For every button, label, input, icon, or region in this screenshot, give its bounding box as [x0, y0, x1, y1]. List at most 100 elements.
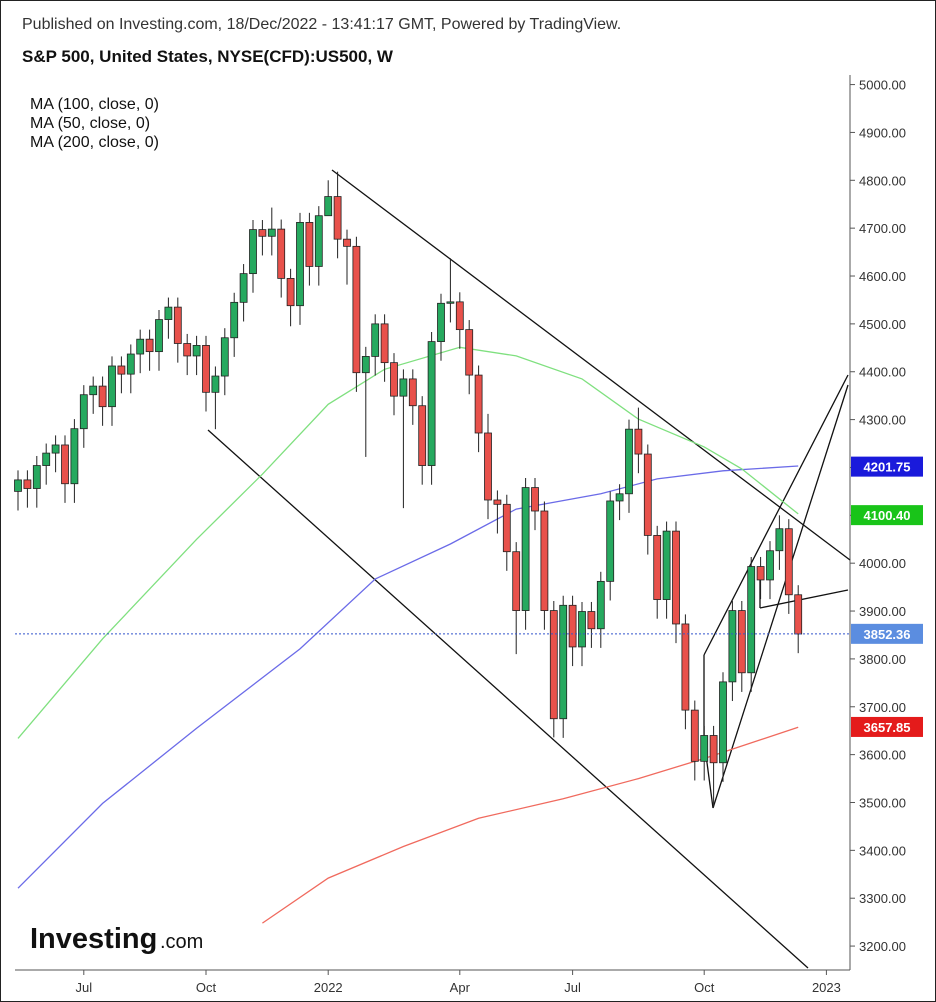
candle-body: [643, 453, 652, 536]
candle-body: [437, 302, 445, 342]
candle-body: [737, 610, 746, 674]
y-tick-label: 4400.00: [859, 365, 906, 380]
candle-body: [14, 479, 22, 492]
legend-label: MA (200, close, 0): [30, 134, 159, 151]
candle-body: [615, 493, 624, 502]
candle-body: [164, 306, 173, 320]
candle-body: [390, 362, 398, 397]
trend-line: [331, 169, 851, 561]
y-tick-label: 3800.00: [859, 652, 906, 667]
candle-body: [79, 394, 88, 430]
candle-body: [474, 374, 483, 434]
candle-body: [756, 566, 765, 581]
candle-body: [587, 611, 596, 630]
candle-body: [42, 452, 51, 466]
candle-body: [249, 229, 257, 275]
candle-body: [549, 610, 558, 720]
candle-body: [108, 365, 116, 408]
candle-body: [578, 611, 586, 648]
trend-line: [759, 589, 849, 609]
candle-body: [634, 428, 643, 455]
candle-body: [296, 222, 304, 307]
x-tick-label: Apr: [450, 980, 471, 995]
price-label: 3657.85: [864, 720, 911, 735]
y-tick-label: 3300.00: [859, 891, 906, 906]
candle-body: [709, 735, 718, 764]
candle-body: [493, 499, 502, 505]
y-tick-label: 5000.00: [859, 78, 906, 93]
candle-body: [606, 500, 615, 582]
candle-body: [747, 566, 756, 674]
candle-body: [155, 319, 163, 353]
candle-body: [70, 428, 79, 485]
candle-body: [145, 338, 154, 353]
candle-body: [136, 338, 145, 355]
price-label-box: [851, 716, 923, 737]
candle-body: [324, 196, 333, 217]
candle-body: [719, 681, 727, 764]
y-tick-label: 3200.00: [859, 939, 906, 954]
y-tick-label: 4700.00: [859, 221, 906, 236]
y-tick-label: 4800.00: [859, 173, 906, 188]
candle-body: [371, 323, 380, 357]
candle-body: [662, 530, 671, 600]
y-tick-label: 4500.00: [859, 317, 906, 332]
candle-body: [117, 365, 126, 375]
ma-line: [17, 465, 799, 889]
candle-body: [794, 594, 803, 635]
candle-body: [314, 215, 323, 267]
candle-body: [672, 530, 680, 625]
candle-body: [23, 479, 32, 489]
candle-body: [61, 444, 69, 485]
legend-label: MA (50, close, 0): [30, 115, 150, 132]
candle-body: [98, 385, 107, 408]
candle-body: [192, 345, 201, 357]
trend-line: [712, 384, 849, 809]
candle-body: [126, 353, 135, 375]
candle-body: [220, 337, 229, 377]
candle-body: [446, 301, 455, 304]
candle-body: [305, 222, 314, 267]
candle-body: [540, 510, 549, 611]
candle-body: [183, 343, 192, 357]
y-tick-label: 3400.00: [859, 843, 906, 858]
candle-body: [784, 528, 793, 596]
candle-body: [596, 580, 605, 630]
price-label-box: [851, 623, 923, 644]
chart-title: S&P 500, United States, NYSE(CFD):US500,…: [22, 47, 394, 66]
candle-body: [531, 487, 539, 512]
candle-body: [559, 604, 568, 720]
y-tick-label: 4600.00: [859, 269, 906, 284]
candle-body: [465, 329, 474, 376]
y-tick-label: 4000.00: [859, 556, 906, 571]
candle-body: [239, 273, 248, 303]
candle-body: [333, 196, 342, 240]
candle-body: [89, 385, 98, 396]
legend-label: MA (100, close, 0): [30, 96, 159, 113]
x-tick-label: Jul: [75, 980, 92, 995]
candle-body: [230, 301, 239, 339]
candle-body: [653, 535, 662, 600]
price-label-box: [851, 456, 923, 477]
candle-body: [202, 345, 210, 393]
candle-body: [455, 301, 464, 331]
price-label: 4201.75: [864, 460, 911, 475]
candle-body: [512, 551, 521, 611]
x-tick-label: 2022: [314, 980, 343, 995]
candle-body: [286, 278, 295, 307]
logo: Investing: [30, 923, 157, 955]
candle-body: [343, 238, 351, 247]
candle-body: [625, 428, 633, 495]
y-tick-label: 4300.00: [859, 413, 906, 428]
candle-body: [32, 465, 41, 489]
y-tick-label: 3700.00: [859, 700, 906, 715]
y-tick-label: 3900.00: [859, 604, 906, 619]
y-tick-label: 3500.00: [859, 795, 906, 810]
candle-body: [568, 604, 577, 648]
y-tick-label: 3600.00: [859, 748, 906, 763]
candle-body: [681, 623, 690, 711]
candle-body: [361, 356, 370, 374]
candle-body: [399, 378, 408, 397]
price-label: 3852.36: [864, 627, 911, 642]
